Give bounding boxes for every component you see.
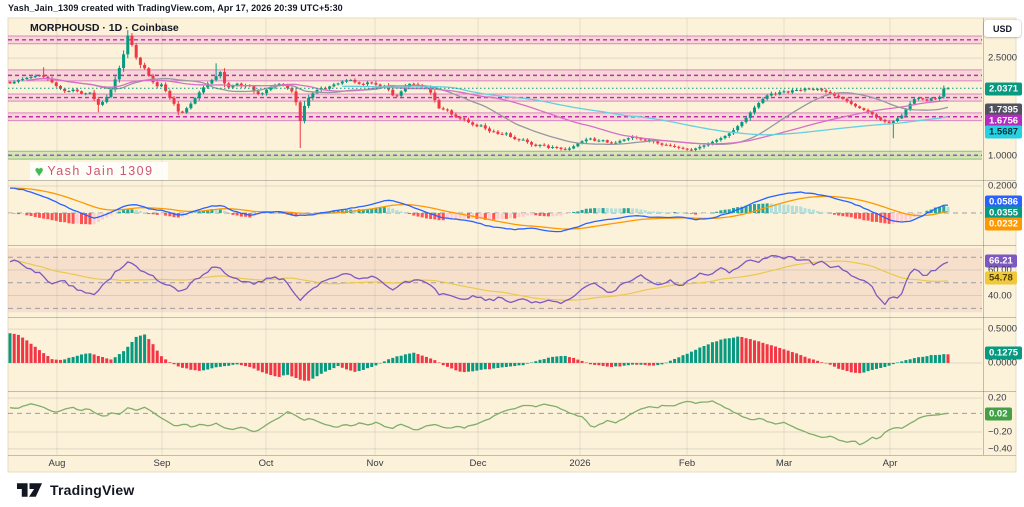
price-axis-badge: 2.0371 <box>985 82 1023 96</box>
price-axis-tick: 0.0000 <box>988 357 1018 369</box>
price-axis-badge: 1.7395 <box>985 103 1023 117</box>
currency-toggle-button[interactable]: USD <box>984 20 1021 37</box>
price-axis-badge: 0.02 <box>985 407 1012 421</box>
price-axis-tick: 0.2000 <box>988 180 1018 192</box>
price-axis-tick: −0.20 <box>988 426 1013 438</box>
time-axis-label: Oct <box>258 458 274 469</box>
time-axis-label: Mar <box>775 458 793 469</box>
price-axis-badge: 0.0355 <box>985 206 1023 220</box>
green-heart-icon: ♥ <box>35 163 44 179</box>
time-axis-label: Aug <box>48 458 66 469</box>
price-axis-badge: 0.0586 <box>985 195 1023 209</box>
price-axis-tick: 40.00 <box>988 290 1012 302</box>
attribution-text: Yash_Jain_1309 created with TradingView.… <box>8 3 343 13</box>
time-axis-label: Apr <box>882 458 898 469</box>
time-axis-label: Sep <box>153 458 171 469</box>
time-axis-label: Nov <box>366 458 384 469</box>
currency-toggle-label: USD <box>992 23 1012 34</box>
price-axis-tick: 0.20 <box>988 392 1007 404</box>
price-axis-badge: 1.5687 <box>985 125 1023 139</box>
tradingview-logo-icon <box>16 483 43 497</box>
price-axis-tick: 0.5000 <box>988 323 1018 335</box>
price-axis-badge: 0.1275 <box>985 346 1023 360</box>
price-axis-tick: −0.40 <box>988 443 1013 455</box>
brand-name: TradingView <box>50 482 135 498</box>
time-axis-label: Feb <box>678 458 696 469</box>
watermark: ♥ Yash Jain 1309 <box>30 162 168 180</box>
price-axis-tick: 1.0000 <box>988 150 1018 162</box>
price-axis-badge: 1.6756 <box>985 114 1023 128</box>
price-axis-tick: 60.00 <box>988 264 1012 276</box>
symbol-title: MORPHOUSD · 1D · Coinbase <box>30 22 179 34</box>
price-axis-tick: 2.5000 <box>988 52 1018 64</box>
watermark-text: Yash Jain 1309 <box>47 164 154 178</box>
price-axis-badge: 66.21 <box>985 254 1017 268</box>
time-axis-label: Dec <box>469 458 487 469</box>
time-axis-label: 2026 <box>569 458 591 469</box>
brand-footer[interactable]: TradingView <box>16 482 134 498</box>
price-axis-badge: 54.78 <box>985 271 1017 285</box>
price-axis-badge: 0.0232 <box>985 217 1023 231</box>
